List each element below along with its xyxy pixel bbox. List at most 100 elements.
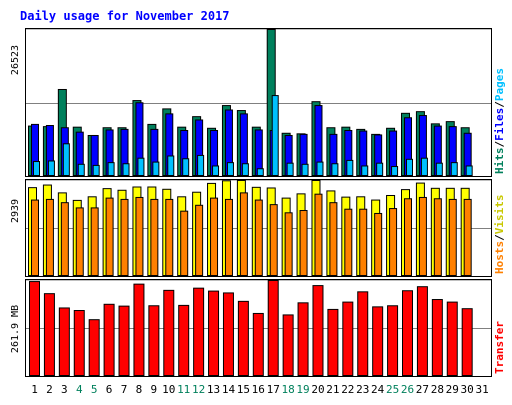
transfer-bar [416,286,428,376]
transfer-bar [461,308,473,377]
pages-bar [331,163,339,177]
hosts-bar [90,207,99,276]
hosts-bar [180,210,189,277]
hosts-bar [195,204,204,276]
series-label-part: / [493,101,506,108]
hosts-bar [105,197,114,276]
pages-bar [197,154,205,177]
hosts-bar [463,198,472,276]
pages-bar [107,162,115,177]
x-tick-label: 29 [446,383,459,396]
transfer-bar [402,290,413,376]
hosts-bar [284,212,293,277]
x-axis-labels: 1 2 3 4 5 6 7 8 9 10 11 12 13 14 15 16 17 18 19 20 21 22 23 24 2… [31,383,489,396]
x-tick-label: 23 [356,383,369,396]
pages-bar [33,161,40,176]
pages-bar [47,160,55,177]
pages-bar [361,165,369,176]
x-tick-label: 3 [61,383,68,396]
pages-bar [137,157,145,177]
hosts-bar [210,197,219,276]
x-tick-label: 4 [76,383,83,396]
hosts-bar [448,198,457,276]
transfer-bar [252,312,264,376]
x-tick-label: 30 [461,383,474,396]
pages-bar [465,165,473,176]
hosts-bar [31,199,39,276]
transfer-bar [43,293,55,376]
hosts-bar [239,192,248,276]
x-tick-label: 22 [341,383,354,396]
transfer-bar [88,319,100,376]
transfer-bar [297,302,309,377]
hosts-bar [45,198,54,276]
hosts-bar [314,193,323,277]
x-tick-label: 13 [207,383,220,396]
x-tick-label: 14 [222,383,236,396]
transfer-bar [357,291,369,376]
panel-series-label: Transfer [493,321,506,374]
transfer-bar [73,310,85,377]
bars [29,280,473,377]
transfer-bar [193,287,205,377]
hosts-bar [120,198,129,276]
transfer-bar [446,301,458,376]
pages-bar [92,164,100,177]
hosts-bar [135,196,144,276]
bars [28,179,472,277]
x-tick-label: 9 [151,383,158,396]
pages-bar [271,95,279,176]
panel-max-label: 26523 [10,45,21,75]
hosts-bar [344,208,353,276]
x-tick-label: 24 [371,383,385,396]
x-tick-label: 6 [106,383,113,396]
pages-bar [301,163,309,176]
x-tick-label: 11 [177,383,190,396]
pages-bar [167,155,175,176]
pages-bar [182,158,190,176]
hosts-bar [433,198,442,277]
transfer-bar [372,306,384,377]
hosts-bar [389,208,398,276]
hosts-bar [269,204,278,276]
hosts-bar [359,208,368,276]
hosts-bar [404,198,412,277]
pages-bar [226,162,234,177]
pages-bar [420,157,428,177]
pages-bar [435,162,443,176]
pages-bar [152,161,160,176]
series-label-part: / [493,141,506,148]
transfer-bar [342,301,354,376]
bars [28,29,473,177]
x-tick-label: 31 [475,383,488,396]
transfer-bar [103,303,115,377]
x-tick-label: 16 [252,383,265,396]
series-label-part: Transfer [493,321,506,374]
transfer-bar [208,290,220,376]
pages-bar [212,165,220,176]
x-tick-label: 5 [91,383,98,396]
transfer-bar [282,314,294,377]
hosts-bar [418,196,427,276]
transfer-bar [267,280,279,376]
hosts-bar [150,198,159,276]
hosts-bar [374,212,383,276]
pages-bar [62,143,70,176]
panel-series-label: Hits/Files/Pages [493,68,506,174]
pages-bar [256,168,264,176]
series-label-part: / [493,234,506,241]
transfer-bar [58,307,70,376]
hosts-bar [75,207,84,276]
panel-transfer: 261.9 MB Transfer [10,279,506,377]
x-tick-label: 1 [31,383,38,396]
x-tick-label: 12 [192,383,205,396]
panels-layer: 26523Hits/Files/Pages2939Hosts/Visits261… [10,28,506,377]
pages-bar [122,163,130,177]
transfer-bar [148,305,160,376]
x-tick-label: 28 [431,383,444,396]
panel-hits-files-pages: 26523 Hits/Files/Pages [10,28,506,177]
panel-max-label: 261.9 MB [10,305,21,353]
x-tick-label: 15 [237,383,250,396]
